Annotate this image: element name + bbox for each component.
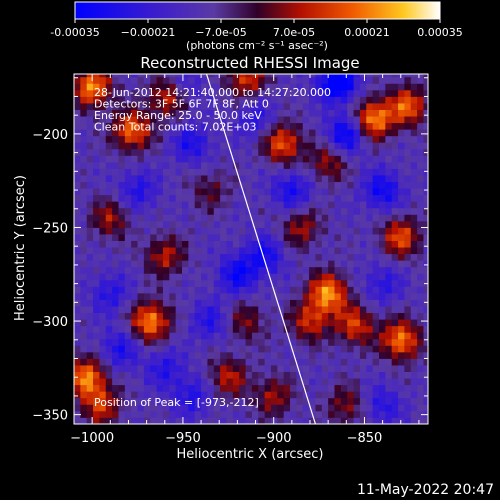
x-tick-label: −950 — [165, 431, 201, 446]
render-timestamp: 11-May-2022 20:47 — [356, 482, 494, 498]
plot-area — [74, 74, 428, 424]
solar-limb-line — [205, 74, 317, 424]
peak-position-label: Position of Peak = [-973,-212] — [94, 396, 259, 409]
x-tick-label: −1000 — [70, 431, 114, 446]
colorbar: -0.00035 −0.00021 −7.0e-05 7.0e-05 0.00021 0.… — [50, 1, 463, 52]
plot-frame — [73, 73, 429, 425]
x-tick-label: −900 — [256, 431, 292, 446]
info-line: 28-Jun-2012 14:21:40.000 to 14:27:20.000 — [94, 86, 331, 99]
colorbar-tick-label: -0.00035 — [50, 26, 99, 39]
y-tick-label: −350 — [32, 409, 68, 424]
x-tick-label: −850 — [347, 431, 383, 446]
info-line: Clean Total counts: 7.02E+03 — [94, 121, 257, 134]
x-axis: −1000 −950 −900 −850 — [70, 74, 420, 446]
info-line: Energy Range: 25.0 - 50.0 keV — [94, 109, 262, 122]
colorbar-gradient — [74, 1, 441, 20]
chart-title: Reconstructed RHESSI Image — [140, 54, 359, 72]
y-tick-label: −300 — [32, 315, 68, 330]
colorbar-tick-label: 7.0e-05 — [273, 26, 315, 39]
colorbar-unit-label: (photons cm⁻² s⁻¹ asec⁻²) — [186, 39, 328, 52]
observation-info: 28-Jun-2012 14:21:40.000 to 14:27:20.000… — [94, 86, 331, 134]
y-tick-label: −250 — [32, 221, 68, 236]
info-line: Detectors: 3F 5F 6F 7F 8F, Att 0 — [94, 98, 269, 111]
colorbar-tick-label: 0.00021 — [344, 26, 390, 39]
x-axis-label: Heliocentric X (arcsec) — [177, 447, 324, 462]
colorbar-tick-label: −0.00021 — [121, 26, 176, 39]
y-tick-label: −200 — [32, 128, 68, 143]
y-axis: −200 −250 −300 −350 — [32, 77, 428, 424]
colorbar-ticks: -0.00035 −0.00021 −7.0e-05 7.0e-05 0.00021 0.… — [50, 19, 463, 39]
colorbar-tick-label: −7.0e-05 — [195, 26, 246, 39]
y-axis-label: Heliocentric Y (arcsec) — [13, 175, 28, 321]
image-pixels — [74, 74, 428, 424]
colorbar-tick-label: 0.00035 — [417, 26, 463, 39]
